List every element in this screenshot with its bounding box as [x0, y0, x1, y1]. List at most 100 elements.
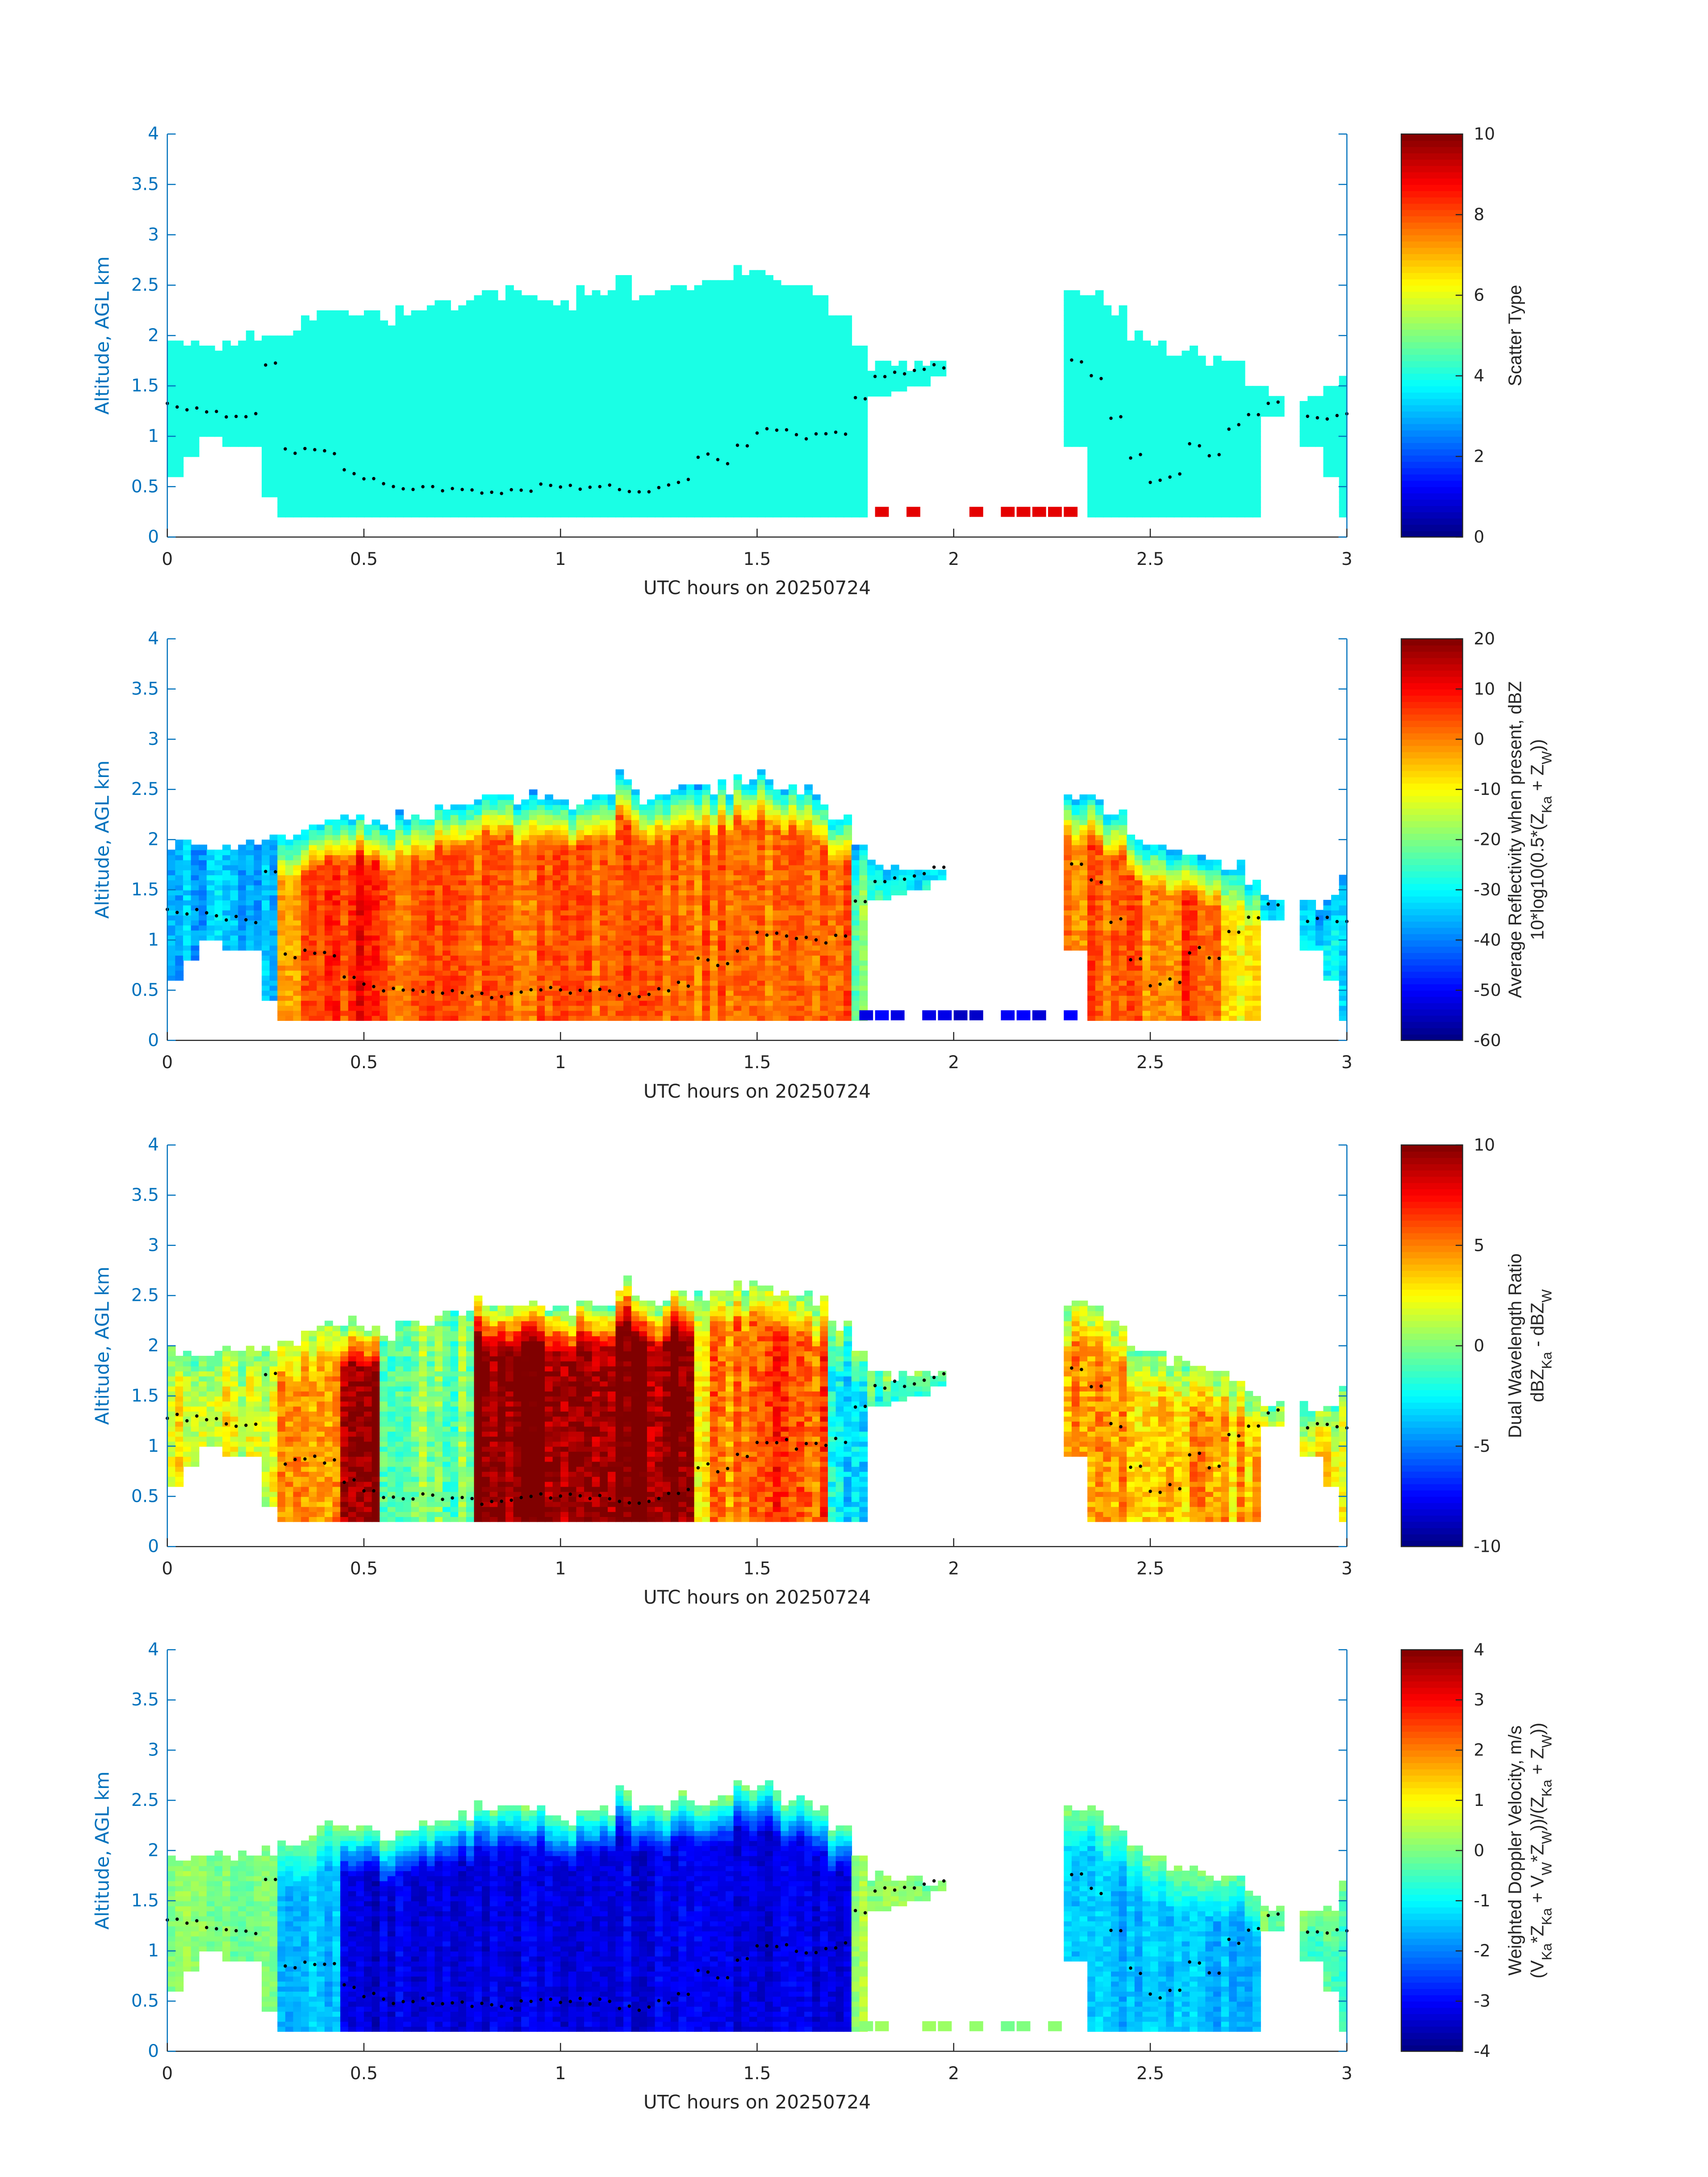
lidar-point	[598, 485, 602, 489]
heatmap-cell	[804, 466, 813, 472]
heatmap-cell	[1119, 325, 1128, 331]
heatmap-cell	[576, 492, 585, 497]
heatmap-cell	[607, 401, 616, 407]
heatmap-cell	[560, 355, 569, 362]
heatmap-cell	[788, 355, 797, 362]
heatmap-cell	[254, 351, 263, 356]
heatmap-cell	[167, 340, 176, 347]
heatmap-cell	[560, 380, 569, 387]
heatmap-cell	[1150, 345, 1159, 351]
heatmap-cell	[1127, 340, 1136, 347]
heatmap-cell	[639, 325, 648, 331]
heatmap-cell	[552, 506, 561, 513]
heatmap-cell	[647, 310, 656, 316]
heatmap-cell	[466, 512, 475, 518]
heatmap-cell	[214, 935, 223, 941]
heatmap-cell	[812, 330, 821, 336]
heatmap-cell	[631, 366, 640, 372]
heatmap-cell	[1134, 355, 1143, 362]
heatmap-cell	[710, 351, 718, 356]
heatmap-cell	[757, 371, 766, 376]
heatmap-cell	[191, 416, 200, 422]
heatmap-cell	[1150, 461, 1159, 467]
heatmap-cell	[1142, 446, 1151, 452]
heatmap-cell	[741, 401, 750, 407]
heatmap-cell	[426, 471, 435, 477]
heatmap-cell	[914, 380, 923, 387]
heatmap-cell	[482, 461, 490, 467]
heatmap-cell	[1158, 360, 1167, 367]
heatmap-cell	[411, 360, 420, 367]
heatmap-cell	[474, 340, 483, 347]
heatmap-cell	[702, 335, 711, 341]
heatmap-cell	[183, 416, 192, 422]
heatmap-cell	[411, 426, 420, 432]
heatmap-cell	[222, 436, 231, 442]
heatmap-cell	[592, 466, 601, 472]
heatmap-cell	[419, 396, 428, 402]
heatmap-cell	[1071, 290, 1080, 296]
heatmap-cell	[757, 471, 766, 477]
heatmap-cell	[851, 360, 860, 367]
heatmap-cell	[796, 492, 805, 497]
heatmap-cell	[686, 501, 695, 508]
heatmap-cell	[1079, 376, 1088, 382]
heatmap-cell	[647, 456, 656, 462]
heatmap-cell	[1158, 451, 1167, 457]
heatmap-cell	[576, 371, 585, 376]
heatmap-cell	[293, 330, 302, 336]
heatmap-cell	[1071, 421, 1080, 427]
heatmap-cell	[363, 401, 372, 407]
heatmap-cell	[1166, 431, 1175, 437]
heatmap-cell	[1213, 411, 1222, 417]
heatmap-cell	[199, 854, 207, 861]
heatmap-cell	[749, 481, 758, 488]
heatmap-cell	[513, 335, 522, 341]
heatmap-cell	[545, 305, 553, 311]
heatmap-cell	[434, 441, 443, 447]
heatmap-cell	[851, 351, 860, 356]
lidar-point	[539, 482, 543, 486]
heatmap-cell	[812, 416, 821, 422]
heatmap-cell	[576, 396, 585, 402]
heatmap-cell	[317, 315, 326, 321]
colorbar-swatch	[1401, 228, 1463, 235]
heatmap-cell	[1158, 501, 1167, 508]
heatmap-cell	[765, 446, 773, 452]
heatmap-cell	[820, 426, 829, 432]
heatmap-cell	[678, 512, 687, 518]
heatmap-cell	[607, 471, 616, 477]
heatmap-cell	[859, 486, 868, 493]
heatmap-cell	[741, 466, 750, 472]
heatmap-cell	[1079, 315, 1088, 321]
heatmap-cell	[781, 401, 789, 407]
heatmap-cell	[537, 466, 546, 472]
lidar-point	[618, 488, 622, 492]
heatmap-cell	[827, 351, 836, 356]
heatmap-cell	[246, 386, 255, 392]
heatmap-cell	[482, 320, 490, 326]
heatmap-cell	[183, 426, 192, 432]
heatmap-cell	[678, 446, 687, 452]
heatmap-cell	[206, 860, 215, 865]
colorbar-swatch	[1401, 317, 1463, 324]
heatmap-cell	[1173, 426, 1182, 432]
heatmap-cell	[387, 446, 396, 452]
heatmap-cell	[796, 466, 805, 472]
heatmap-cell	[482, 380, 490, 387]
heatmap-cell	[348, 476, 357, 482]
heatmap-cell	[183, 874, 192, 881]
heatmap-cell	[781, 497, 789, 502]
heatmap-cell	[1166, 486, 1175, 493]
heatmap-cell	[568, 441, 577, 447]
heatmap-cell	[804, 431, 813, 437]
heatmap-cell	[686, 451, 695, 457]
heatmap-cell	[1142, 351, 1151, 356]
heatmap-cell	[812, 360, 821, 367]
heatmap-cell	[702, 461, 711, 467]
heatmap-cell	[702, 466, 711, 472]
heatmap-cell	[1111, 366, 1119, 372]
heatmap-cell	[757, 351, 766, 356]
y-tick-label: 3	[148, 225, 159, 245]
heatmap-cell	[1071, 436, 1080, 442]
